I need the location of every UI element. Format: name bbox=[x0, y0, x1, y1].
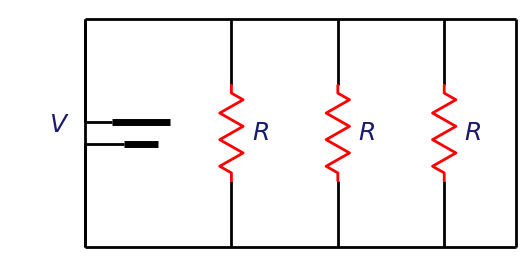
Text: $R$: $R$ bbox=[252, 122, 269, 144]
Text: $R$: $R$ bbox=[464, 122, 481, 144]
Text: $V$: $V$ bbox=[48, 114, 69, 136]
Text: $R$: $R$ bbox=[358, 122, 375, 144]
